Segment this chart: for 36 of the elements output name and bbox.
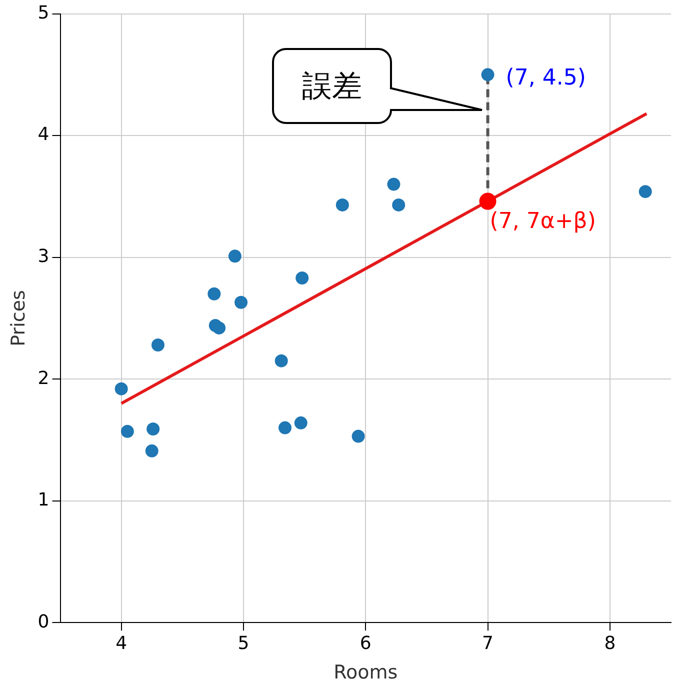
point: [296, 272, 309, 285]
point: [114, 382, 128, 396]
point: [387, 178, 400, 191]
point: [228, 250, 242, 263]
point: [294, 416, 308, 430]
y-tick-label: 0: [38, 611, 50, 632]
y-tick-label: 2: [38, 368, 50, 389]
y-tick-label: 4: [38, 124, 50, 146]
point: [145, 444, 158, 458]
point: [278, 421, 292, 434]
point: [151, 338, 164, 352]
x-tick-label: 6: [360, 633, 372, 654]
point: [336, 198, 349, 212]
point: [234, 296, 248, 309]
x-tick-label: 7: [482, 633, 494, 654]
point: [212, 321, 226, 334]
point: [481, 68, 494, 82]
x-axis-title: Rooms: [334, 662, 398, 684]
point: [146, 422, 160, 436]
x-tick-label: 4: [116, 633, 128, 654]
x-tick-label: 5: [238, 633, 250, 654]
annotation: 誤差: [272, 48, 392, 124]
x-tick-label: 8: [604, 633, 616, 654]
point: [274, 354, 288, 368]
point: [120, 424, 134, 438]
annotation: (7, 7α+β): [490, 209, 596, 234]
y-tick-label: 1: [38, 490, 50, 511]
y-axis-title: Prices: [7, 290, 30, 346]
y-tick-label: 5: [38, 2, 50, 24]
point: [638, 185, 652, 198]
annotation: (7, 4.5): [506, 65, 586, 90]
y-tick-label: 3: [38, 246, 50, 267]
point: [208, 287, 221, 300]
point: [392, 198, 406, 212]
point: [479, 192, 496, 210]
point: [352, 430, 365, 443]
